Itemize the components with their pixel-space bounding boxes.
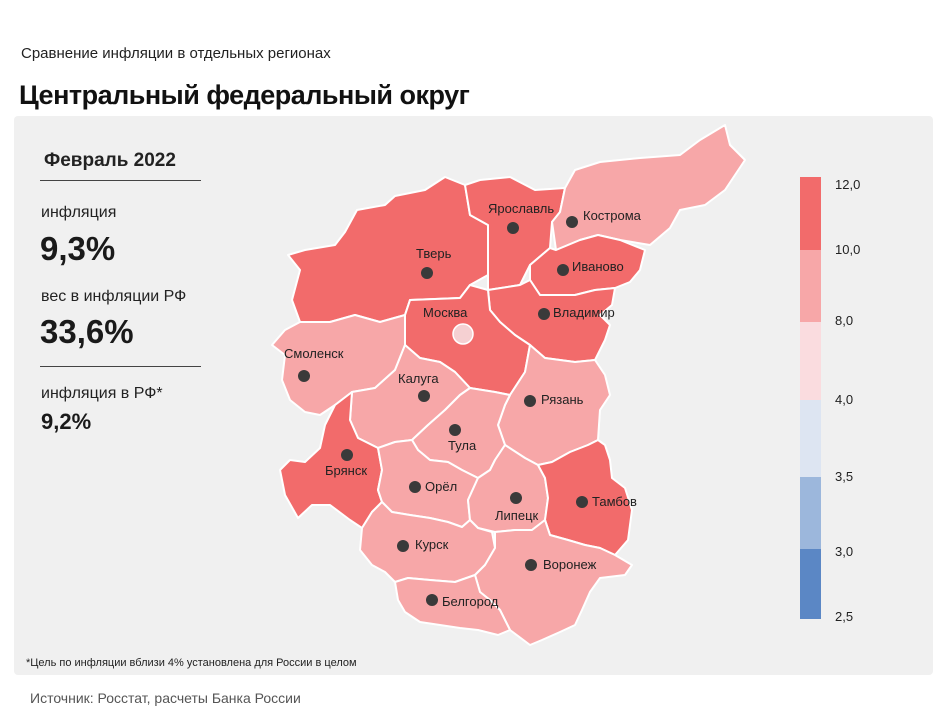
city-label-tver: Тверь [416, 246, 452, 261]
region-belgorod [394, 574, 511, 636]
city-label-kostroma: Кострома [583, 208, 642, 223]
city-dot-orel [409, 481, 421, 493]
city-dot-kursk [397, 540, 409, 552]
period-label: Февраль 2022 [44, 150, 176, 171]
legend-tick: 4,0 [835, 392, 854, 407]
city-label-moscow: Москва [423, 305, 468, 320]
footnote: *Цель по инфляции вблизи 4% установлена … [26, 657, 357, 669]
city-dot-voronezh [525, 559, 537, 571]
city-label-belgorod: Белгород [442, 594, 499, 609]
city-label-voronezh: Воронеж [543, 557, 597, 572]
legend-tick: 8,0 [835, 313, 854, 328]
legend-tick: 2,5 [835, 609, 854, 624]
city-dot-kostroma [566, 216, 578, 228]
city-label-tambov: Тамбов [592, 494, 637, 509]
legend-tick: 12,0 [835, 177, 861, 192]
city-label-orel: Орёл [425, 479, 457, 494]
city-label-kursk: Курск [415, 537, 449, 552]
legend-tick: 3,0 [835, 544, 854, 559]
city-label-vladimir: Владимир [553, 305, 615, 320]
city-dot-bryansk [341, 449, 353, 461]
region-kostroma [551, 124, 746, 251]
legend-swatch-4-8 [800, 322, 821, 400]
city-label-lipetsk: Липецк [495, 508, 539, 523]
weight-value: 33,6% [40, 313, 134, 350]
page-subtitle: Сравнение инфляции в отдельных регионах [21, 45, 331, 62]
city-label-yaroslavl: Ярославль [488, 201, 554, 216]
city-dot-ryazan [524, 395, 536, 407]
city-dot-kaluga [418, 390, 430, 402]
city-label-ryazan: Рязань [541, 392, 584, 407]
city-dot-tambov [576, 496, 588, 508]
city-dot-moscow [452, 323, 474, 345]
city-label-kaluga: Калуга [398, 371, 439, 386]
legend-swatch-8-10 [800, 250, 821, 322]
inflation-label: инфляция [41, 204, 117, 221]
city-label-ivanovo: Иваново [572, 259, 624, 274]
rf-inflation-label: инфляция в РФ* [41, 385, 163, 402]
city-label-tula: Тула [448, 438, 477, 453]
divider [40, 180, 201, 181]
source-note: Источник: Росстат, расчеты Банка России [30, 690, 301, 706]
divider [40, 366, 201, 367]
city-dot-lipetsk [510, 492, 522, 504]
legend-swatch-10-12 [800, 177, 821, 250]
legend-swatch-3.5-4 [800, 400, 821, 477]
legend-swatch-3-3.5 [800, 477, 821, 549]
inflation-value: 9,3% [40, 230, 116, 267]
city-markers [298, 216, 588, 606]
region-bryansk [279, 391, 383, 529]
city-dot-smolensk [298, 370, 310, 382]
city-dot-belgorod [426, 594, 438, 606]
legend-color-scale [800, 177, 821, 619]
city-dot-yaroslavl [507, 222, 519, 234]
rf-inflation-value: 9,2% [41, 409, 92, 434]
city-dot-tula [449, 424, 461, 436]
legend-swatch-2.5-3 [800, 549, 821, 619]
legend-tick: 3,5 [835, 469, 854, 484]
city-labels: Тверь Ярославль Кострома Иваново Владими… [284, 201, 642, 609]
page-title: Центральный федеральный округ [19, 80, 470, 110]
region-kursk [359, 501, 496, 583]
city-label-bryansk: Брянск [325, 463, 367, 478]
weight-label: вес в инфляции РФ [41, 288, 187, 305]
city-dot-ivanovo [557, 264, 569, 276]
city-dot-tver [421, 267, 433, 279]
city-dot-vladimir [538, 308, 550, 320]
legend-tick: 10,0 [835, 242, 861, 257]
city-label-smolensk: Смоленск [284, 346, 344, 361]
